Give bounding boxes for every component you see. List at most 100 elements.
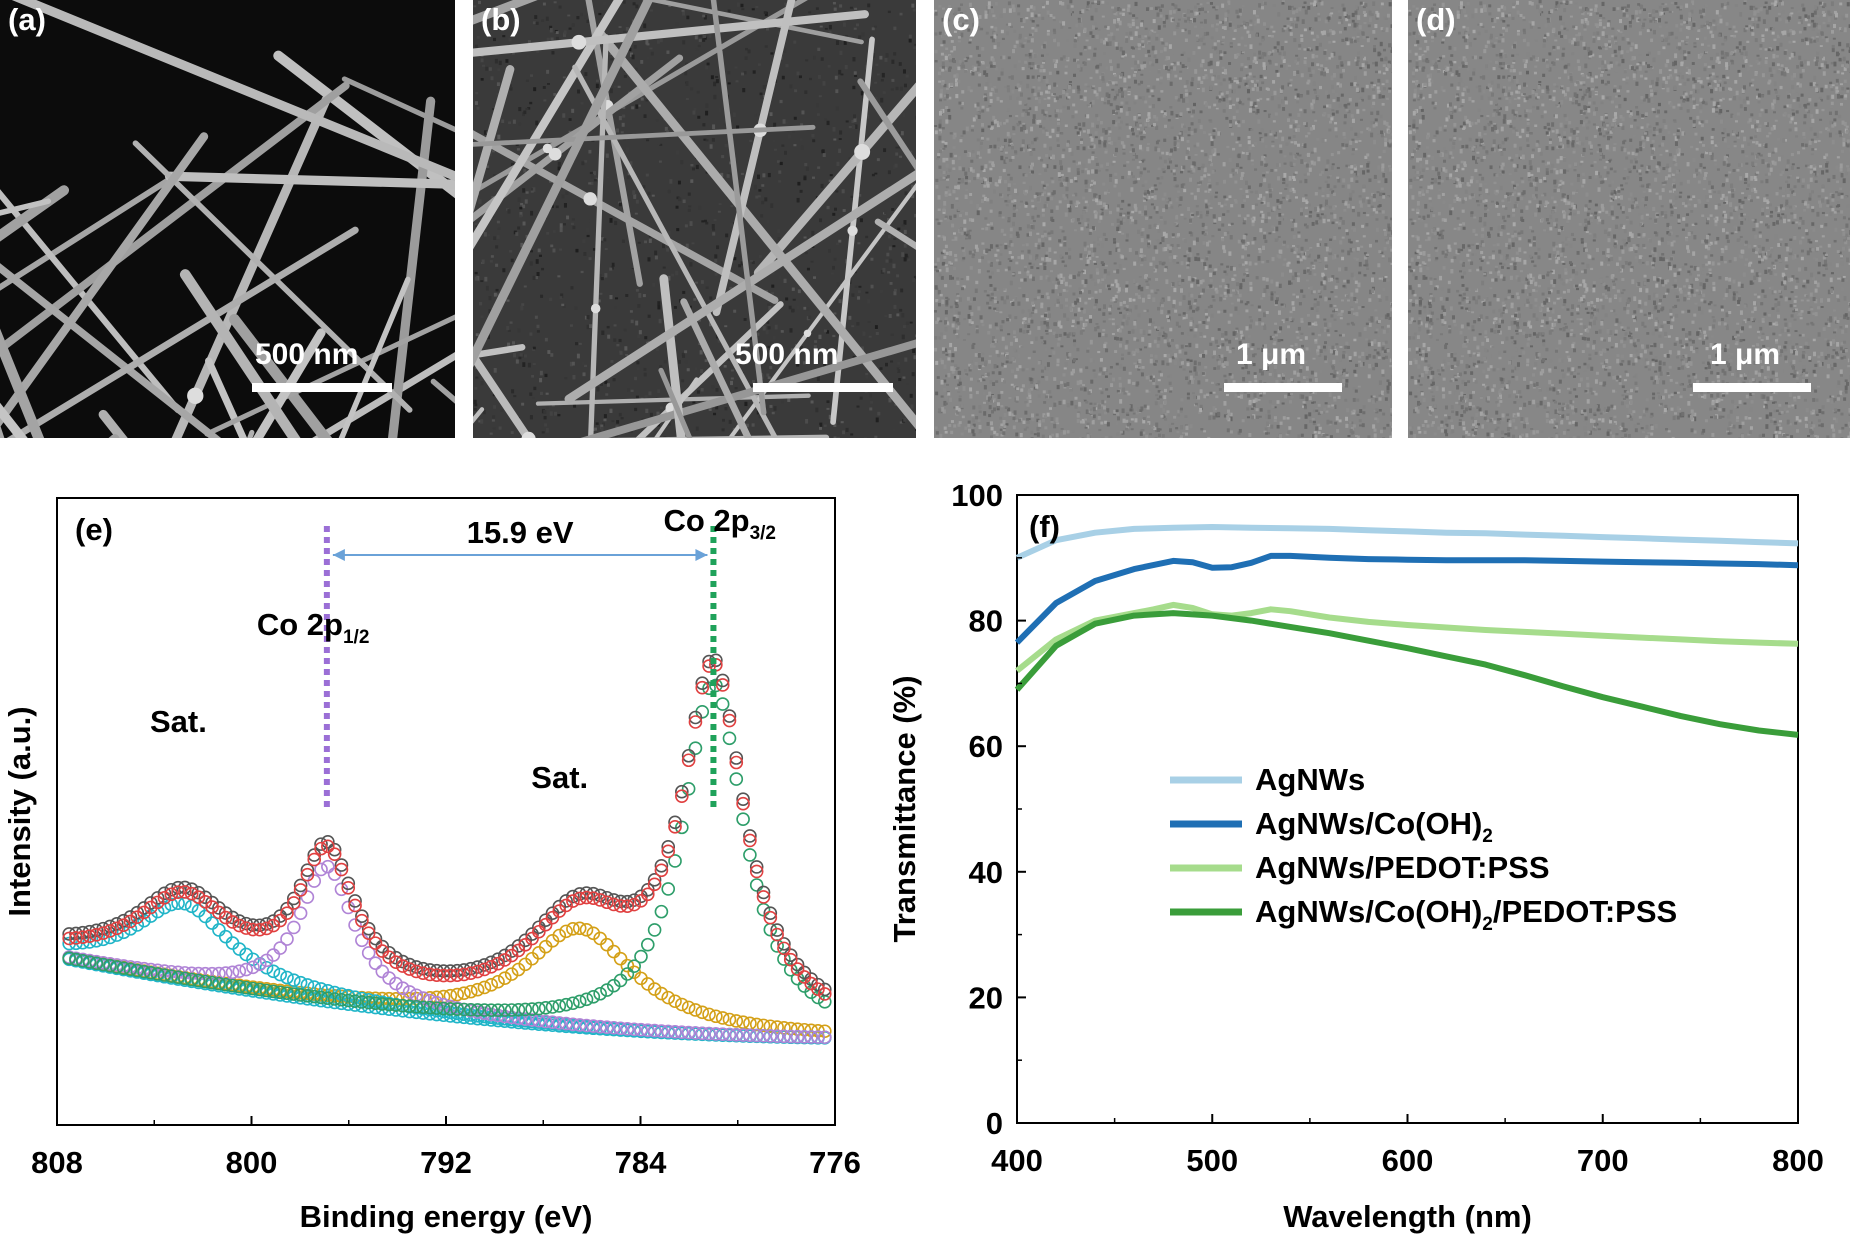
film-grain [480,419,484,424]
film-grain [944,94,948,98]
film-grain [1079,291,1083,295]
film-grain [1349,140,1353,145]
film-grain [741,72,745,76]
film-grain [1245,272,1249,276]
film-grain [1028,107,1032,111]
film-grain [1185,343,1189,347]
film-grain [1314,339,1318,342]
film-grain [1344,266,1348,271]
film-grain [1206,210,1210,214]
film-grain [1303,269,1307,274]
film-grain [772,139,776,143]
film-grain [1173,141,1177,146]
film-grain [1206,1,1210,4]
film-grain [978,378,982,382]
film-grain [1082,196,1086,200]
film-grain [1223,361,1227,365]
film-grain [1311,53,1315,59]
film-grain [1042,413,1046,418]
film-grain [1082,322,1086,327]
film-grain [1373,349,1377,352]
film-grain [1204,365,1208,369]
film-grain [544,423,548,427]
film-grain [1281,376,1285,380]
film-grain [962,386,966,391]
film-grain [595,79,599,83]
film-grain [1184,314,1188,319]
film-grain [675,270,679,276]
film-grain [796,305,800,310]
film-grain [1375,15,1379,20]
film-grain [1050,209,1054,213]
film-grain [1262,312,1266,318]
film-grain [1107,189,1111,193]
film-grain [1366,253,1370,256]
film-grain [723,122,727,126]
film-grain [1293,370,1297,375]
film-grain [586,314,590,320]
film-grain [771,411,775,415]
film-grain [1089,315,1093,320]
film-grain [1187,300,1191,306]
film-grain [811,176,815,179]
film-grain [842,430,846,435]
film-grain [1369,289,1373,295]
film-grain [1204,74,1208,79]
film-grain [651,194,655,197]
film-grain [1231,347,1235,351]
panel-label-a: (a) [8,2,46,37]
film-grain [874,435,878,438]
film-grain [1380,187,1384,191]
film-grain [960,178,964,184]
film-grain [950,420,954,423]
film-grain [1328,174,1332,177]
film-grain [1203,31,1207,36]
film-grain [1294,59,1298,64]
film-grain [1351,36,1355,42]
film-grain [1053,377,1057,381]
film-grain [1078,161,1082,165]
film-grain [1079,379,1083,385]
film-grain [1347,110,1351,114]
film-grain [1333,318,1337,321]
film-grain [730,205,734,208]
film-grain [1358,271,1362,275]
film-grain [1146,405,1150,410]
film-grain [1090,379,1094,384]
film-grain [1385,67,1389,71]
film-grain [1084,222,1088,227]
film-grain [1212,214,1216,219]
film-grain [1071,303,1075,307]
film-grain [1131,148,1135,153]
film-grain [1071,430,1075,433]
film-grain [948,275,952,280]
film-grain [1370,192,1374,196]
film-grain [961,61,965,66]
film-grain [1028,231,1032,237]
film-grain [777,237,781,241]
film-grain [618,412,622,417]
film-grain [1353,22,1357,28]
film-grain [1336,97,1340,102]
film-grain [1098,143,1102,148]
film-grain [1197,214,1201,217]
film-grain [523,168,527,173]
film-grain [1010,369,1014,374]
film-grain [990,126,994,130]
film-grain [1141,159,1145,163]
film-grain [997,146,1001,150]
film-grain [1292,135,1296,138]
film-grain [1023,321,1027,325]
film-grain [907,258,911,262]
film-grain [1114,279,1118,284]
film-grain [1374,417,1378,421]
film-grain [958,22,962,25]
film-grain [1296,336,1300,339]
film-grain [1154,50,1158,55]
film-grain [1305,163,1309,168]
film-grain [1282,58,1286,64]
film-grain [1156,289,1160,292]
film-grain [981,109,985,113]
film-grain [1333,254,1337,259]
film-grain [714,254,718,259]
